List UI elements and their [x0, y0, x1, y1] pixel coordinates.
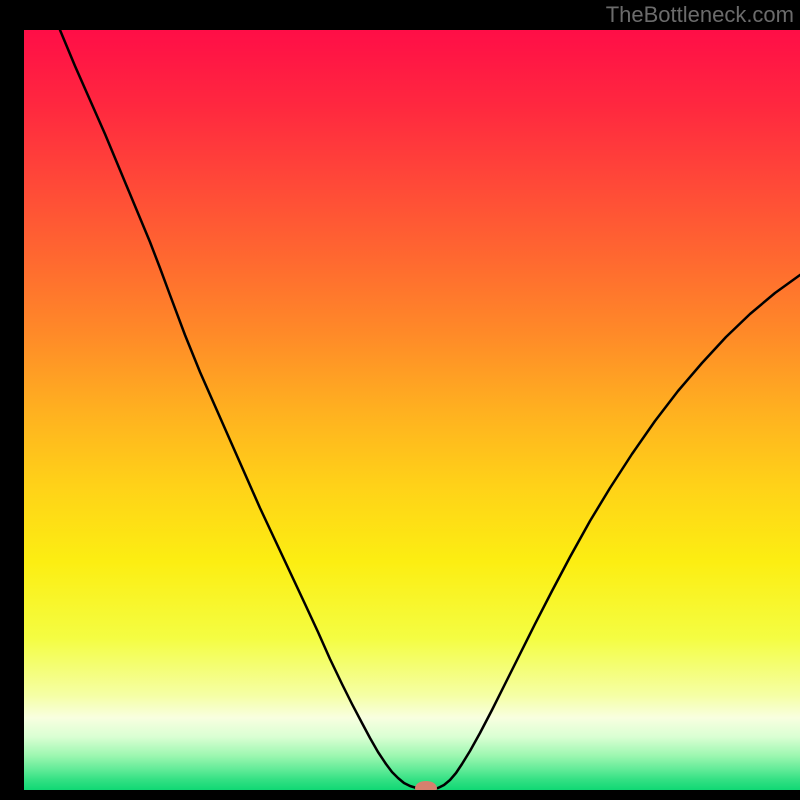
- gradient-background: [24, 30, 800, 790]
- bottom-border: [0, 790, 800, 800]
- watermark-label: TheBottleneck.com: [606, 2, 794, 27]
- left-border: [0, 0, 24, 800]
- bottleneck-curve-chart: TheBottleneck.com: [0, 0, 800, 800]
- chart-container: TheBottleneck.com: [0, 0, 800, 800]
